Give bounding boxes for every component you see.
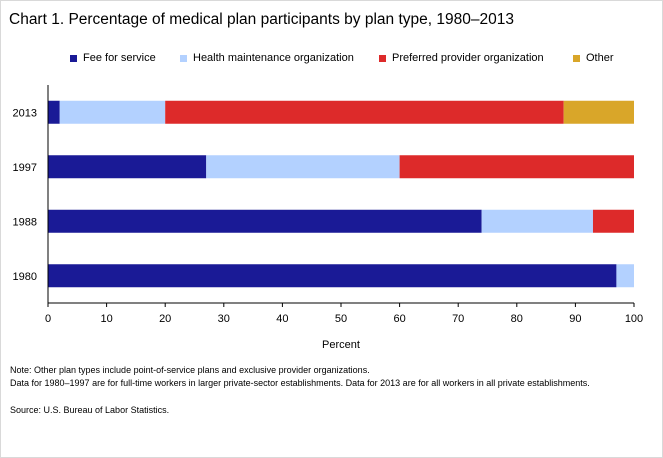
x-tick-label-70: 70 <box>452 313 464 325</box>
legend-item-other: Other <box>573 50 614 66</box>
y-tick-label-1988: 1988 <box>13 216 37 228</box>
x-tick-label-60: 60 <box>393 313 405 325</box>
x-tick-label-80: 80 <box>511 313 523 325</box>
legend-label-hmo: Health maintenance organization <box>193 52 354 64</box>
y-tick-label-1980: 1980 <box>13 271 37 283</box>
x-tick-label-20: 20 <box>159 313 171 325</box>
bar-1997-health-maintenance-organization <box>206 155 400 179</box>
legend-item-hmo: Health maintenance organization <box>180 50 354 66</box>
x-tick-label-40: 40 <box>276 313 288 325</box>
legend-swatch-ppo <box>379 54 386 62</box>
legend-label-fee-for-service: Fee for service <box>83 52 156 64</box>
bar-2013-preferred-provider-organization <box>165 100 564 124</box>
legend-label-ppo: Preferred provider organization <box>392 52 544 64</box>
bar-2013-other <box>563 100 634 124</box>
x-axis-title: Percent <box>322 339 360 351</box>
y-tick-label-1997: 1997 <box>13 162 37 174</box>
note-line-1: Note: Other plan types include point-of-… <box>10 365 370 375</box>
x-tick-label-100: 100 <box>625 313 643 325</box>
legend-swatch-other <box>573 54 580 62</box>
chart-title: Chart 1. Percentage of medical plan part… <box>9 11 514 28</box>
bar-1997-preferred-provider-organization <box>399 155 634 179</box>
bar-1997-fee-for-service <box>48 155 207 179</box>
x-tick-label-30: 30 <box>218 313 230 325</box>
legend-item-fee-for-service: Fee for service <box>70 50 156 66</box>
bar-1988-fee-for-service <box>48 209 482 233</box>
x-tick-label-50: 50 <box>335 313 347 325</box>
bar-1988-health-maintenance-organization <box>481 209 593 233</box>
legend: Fee for service Health maintenance organ… <box>0 50 663 66</box>
legend-item-ppo: Preferred provider organization <box>379 50 544 66</box>
x-tick-label-90: 90 <box>569 313 581 325</box>
x-tick-label-0: 0 <box>45 313 51 325</box>
bar-1988-preferred-provider-organization <box>592 209 634 233</box>
source-note: Source: U.S. Bureau of Labor Statistics. <box>10 405 170 415</box>
bar-2013-fee-for-service <box>48 100 60 124</box>
bar-1980-health-maintenance-organization <box>616 264 634 288</box>
x-tick-label-10: 10 <box>100 313 112 325</box>
note-line-2: Data for 1980–1997 are for full-time wor… <box>10 378 590 388</box>
plot-area: 2013 1997 1988 1980 0 10 20 30 40 50 60 70 80 90 100 Pe… <box>13 85 643 351</box>
legend-swatch-hmo <box>180 54 187 62</box>
bar-2013-health-maintenance-organization <box>59 100 166 124</box>
legend-label-other: Other <box>586 52 614 64</box>
legend-swatch-fee-for-service <box>70 54 77 62</box>
bar-1980-fee-for-service <box>48 264 617 288</box>
y-tick-label-2013: 2013 <box>13 107 37 119</box>
